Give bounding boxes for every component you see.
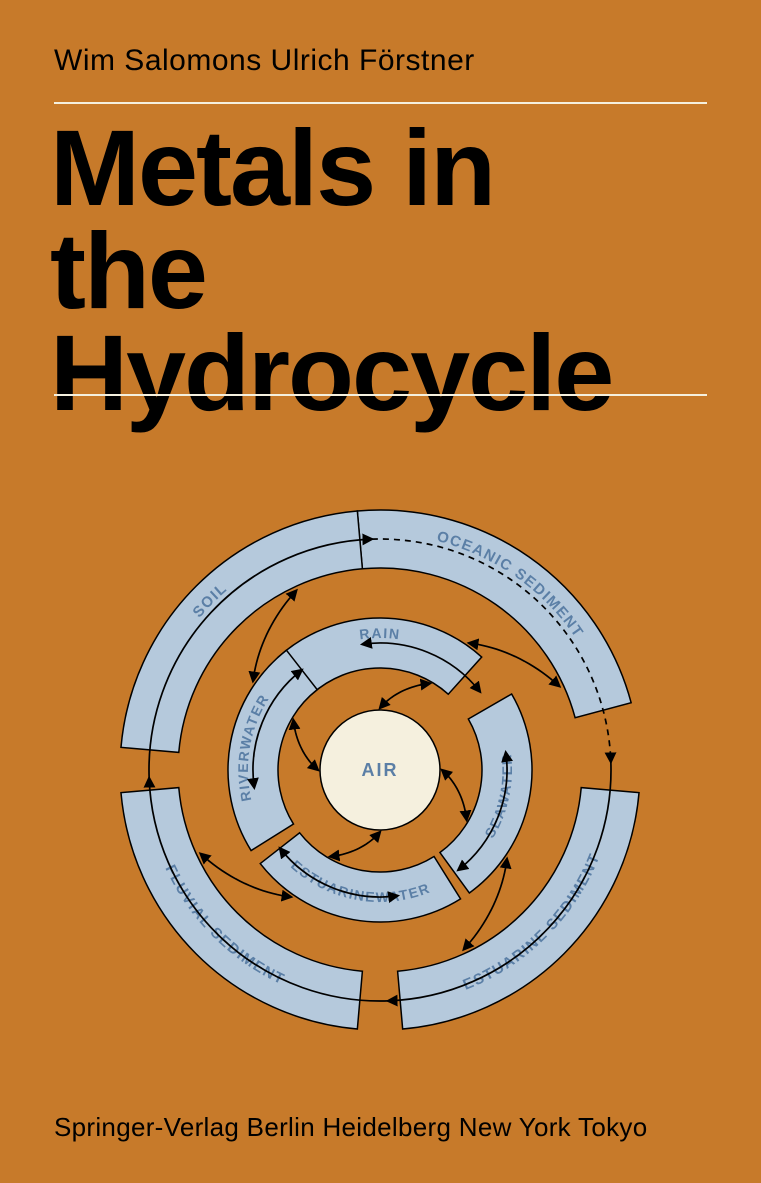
book-title: Metals in the Hydrocycle: [50, 117, 761, 425]
svg-text:RAIN: RAIN: [359, 625, 402, 642]
rule-bottom: [54, 394, 707, 396]
publisher: Springer-Verlag Berlin Heidelberg New Yo…: [54, 1112, 707, 1143]
rule-top: [54, 102, 707, 104]
diagram-svg: RAINSEAWATERESTUARINEWATERRIVERWATEROCEA…: [0, 430, 761, 1090]
authors: Wim Salomons Ulrich Förstner: [54, 44, 707, 78]
hydrocycle-diagram: RAINSEAWATERESTUARINEWATERRIVERWATEROCEA…: [0, 430, 761, 1090]
svg-text:AIR: AIR: [362, 760, 399, 780]
title-line-1: Metals in: [50, 117, 761, 220]
